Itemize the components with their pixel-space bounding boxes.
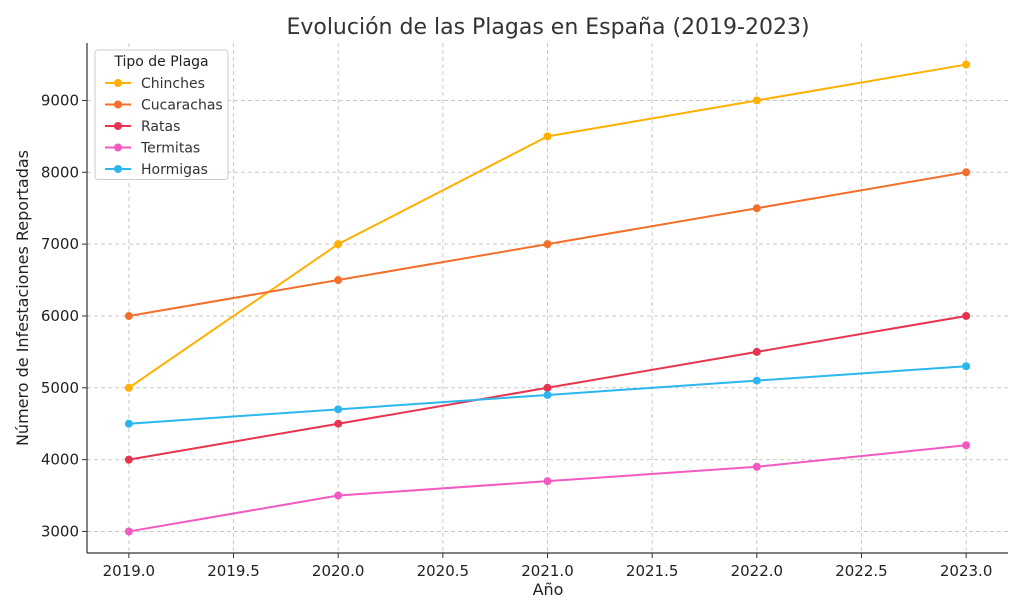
data-point: [124, 527, 133, 536]
data-point: [334, 405, 343, 414]
y-tick-label: 4000: [41, 451, 79, 469]
legend-marker: [114, 165, 122, 173]
y-tick-label: 8000: [41, 163, 79, 181]
data-point: [962, 60, 971, 69]
data-point: [334, 491, 343, 500]
y-tick-label: 5000: [41, 379, 79, 397]
x-tick-label: 2020.5: [417, 562, 470, 580]
legend-title: Tipo de Plaga: [113, 54, 208, 70]
legend-marker: [114, 100, 122, 109]
y-axis-label: Número de Infestaciones Reportadas: [13, 150, 32, 446]
legend-marker: [114, 122, 122, 130]
data-point: [962, 362, 971, 371]
data-point: [962, 168, 971, 177]
data-point: [124, 419, 133, 428]
legend-entry: Hormigas: [105, 162, 208, 178]
data-point: [543, 240, 552, 249]
y-tick-label: 6000: [41, 307, 79, 325]
legend-entry: Ratas: [105, 119, 180, 135]
x-tick-label: 2020.0: [312, 562, 365, 580]
y-tick-label: 7000: [41, 235, 79, 253]
data-point: [543, 383, 552, 392]
legend-label: Chinches: [141, 76, 205, 92]
tick-labels: 2019.0 2019.5 2020.0 2020.5 2021.0 2021.5 2022…: [41, 91, 993, 580]
legend-entry: Termitas: [105, 141, 200, 157]
x-tick-label: 2022.5: [835, 562, 888, 580]
series-layer: [124, 60, 971, 536]
legend: Tipo de Plaga Chinches Cucarachas Ratas Term…: [94, 49, 229, 180]
x-tick-label: 2022.0: [731, 562, 784, 580]
data-point: [334, 419, 343, 428]
series-ratas: [124, 311, 971, 464]
data-point: [752, 376, 761, 385]
legend-marker: [114, 79, 122, 87]
data-point: [752, 204, 761, 213]
data-point: [962, 441, 971, 450]
data-point: [124, 383, 133, 392]
legend-marker: [114, 143, 122, 152]
y-tick-label: 3000: [41, 522, 79, 540]
data-point: [962, 311, 971, 320]
chart-title: Evolución de las Plagas en España (2019-…: [286, 15, 809, 40]
data-point: [543, 390, 552, 399]
x-tick-label: 2019.0: [103, 562, 156, 580]
legend-entry: Chinches: [105, 76, 205, 92]
data-point: [124, 311, 133, 320]
data-point: [334, 276, 343, 285]
data-point: [752, 96, 761, 105]
data-point: [124, 455, 133, 464]
series-termitas: [124, 441, 971, 536]
data-point: [334, 240, 343, 249]
x-axis-label: Año: [533, 580, 564, 599]
legend-label: Cucarachas: [141, 98, 223, 114]
data-point: [543, 132, 552, 141]
series-cucarachas: [124, 168, 971, 320]
y-tick-label: 9000: [41, 91, 79, 109]
x-tick-label: 2023.0: [940, 562, 993, 580]
series-hormigas: [124, 362, 971, 428]
legend-label: Hormigas: [141, 162, 208, 178]
data-point: [543, 477, 552, 486]
x-tick-label: 2021.5: [626, 562, 679, 580]
data-point: [752, 462, 761, 471]
legend-entry: Cucarachas: [105, 98, 223, 114]
data-point: [752, 347, 761, 356]
x-tick-label: 2019.5: [207, 562, 260, 580]
legend-label: Ratas: [141, 119, 180, 135]
x-tick-label: 2021.0: [521, 562, 574, 580]
legend-label: Termitas: [140, 141, 200, 157]
